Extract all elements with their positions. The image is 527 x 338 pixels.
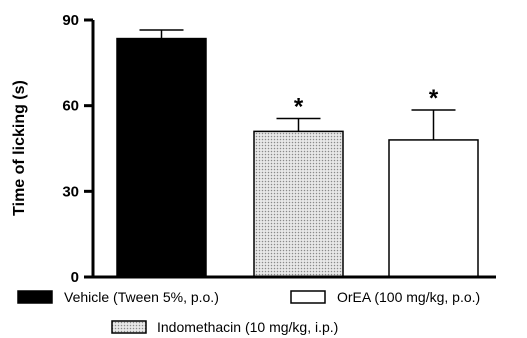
legend-label-0: Vehicle (Tween 5%, p.o.) [64, 289, 219, 305]
significance-markers: * * [294, 85, 439, 121]
significance-star: * [294, 94, 304, 121]
legend-item-0: Vehicle (Tween 5%, p.o.) [17, 289, 219, 305]
legend-label-2: Indomethacin (10 mg/kg, i.p.) [157, 319, 338, 335]
bar [388, 139, 479, 278]
significance-star: * [429, 85, 439, 112]
bar [116, 37, 207, 278]
y-tick-label: 30 [62, 183, 79, 200]
y-tick-label: 60 [62, 98, 79, 115]
bars [116, 37, 479, 278]
y-axis-title: Time of licking (s) [11, 80, 28, 216]
y-tick-label: 0 [71, 269, 79, 286]
legend-swatch-1 [290, 290, 326, 304]
legend-swatch-2 [111, 320, 147, 334]
legend: Vehicle (Tween 5%, p.o.) OrEA (100 mg/kg… [17, 289, 480, 335]
y-tick-label: 90 [62, 12, 79, 29]
legend-item-2: Indomethacin (10 mg/kg, i.p.) [111, 319, 338, 335]
error-bars [139, 29, 456, 140]
y-axis-ticks: 0 30 60 90 [62, 12, 93, 286]
legend-swatch-0 [17, 290, 53, 304]
legend-item-1: OrEA (100 mg/kg, p.o.) [290, 289, 480, 305]
bar [253, 130, 344, 278]
legend-label-1: OrEA (100 mg/kg, p.o.) [337, 289, 480, 305]
